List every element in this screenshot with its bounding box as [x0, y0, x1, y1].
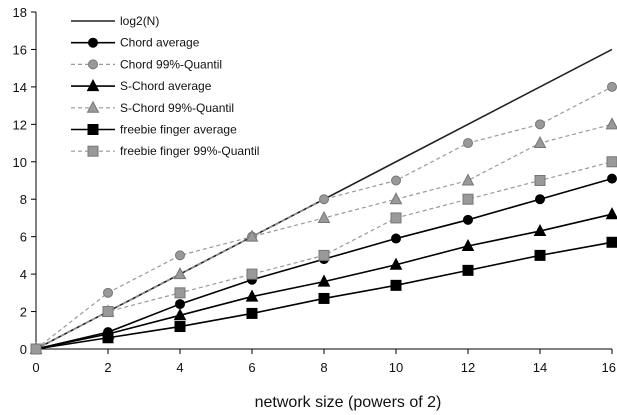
x-tick-label: 0: [32, 360, 39, 375]
data-point: [245, 229, 259, 242]
x-axis-label: network size (powers of 2): [255, 394, 442, 411]
legend-entry: log2(N): [71, 14, 159, 28]
legend-entry: S-Chord 99%-Quantil: [71, 100, 234, 115]
legend-entry: freebie finger 99%-Quantil: [71, 144, 259, 158]
data-point: [318, 292, 330, 304]
y-tick-label: 14: [13, 80, 27, 95]
data-point: [607, 81, 617, 92]
data-point: [173, 267, 187, 280]
axes: 0 2 4 6 8 10 12 14 16 18 0 2 4 6 8 10 12 14 16: [13, 5, 616, 375]
data-point: [246, 268, 258, 280]
data-point: [245, 289, 259, 302]
data-point: [175, 250, 185, 261]
legend-marker: [88, 37, 98, 48]
data-point: [389, 192, 403, 205]
data-point: [319, 194, 329, 205]
data-point: [535, 119, 545, 130]
legend-label: S-Chord average: [120, 79, 212, 93]
x-tick-label: 2: [104, 360, 111, 375]
data-point: [535, 194, 545, 205]
data-point: [175, 299, 185, 310]
legend-label: Chord 99%-Quantil: [120, 57, 222, 71]
y-tick-label: 6: [20, 230, 27, 245]
legend-marker: [86, 100, 100, 113]
data-point: [174, 287, 186, 299]
data-point: [606, 156, 617, 168]
y-tick-label: 8: [20, 192, 27, 207]
data-point: [246, 307, 258, 319]
x-tick-label: 12: [461, 360, 475, 375]
series-6: [30, 156, 617, 355]
data-point: [605, 207, 617, 220]
data-point: [390, 212, 402, 224]
data-point: [461, 238, 475, 252]
series-3: [29, 207, 617, 354]
data-point: [317, 210, 331, 223]
x-tick-label: 10: [389, 360, 403, 375]
series-4: [29, 117, 617, 354]
data-point: [30, 343, 42, 355]
data-point: [102, 332, 114, 344]
data-point: [462, 193, 474, 205]
y-tick-label: 10: [13, 155, 27, 170]
legend-label: S-Chord 99%-Quantil: [120, 101, 234, 115]
legend: log2(N) Chord average Chord 99%-Quantil S-C…: [71, 14, 259, 158]
data-point: [174, 321, 186, 333]
legend-entry: freebie finger average: [71, 123, 237, 137]
data-point: [103, 287, 113, 298]
x-tick-label: 4: [176, 360, 183, 375]
x-tick-label: 14: [533, 360, 547, 375]
legend-marker: [87, 145, 99, 157]
y-tick-label: 2: [20, 305, 27, 320]
data-point: [534, 175, 546, 186]
data-point: [318, 249, 330, 261]
legend-marker: [88, 59, 98, 70]
data-point: [606, 236, 617, 248]
legend-entry: Chord average: [71, 36, 200, 50]
legend-label: log2(N): [120, 14, 159, 28]
data-point: [463, 138, 473, 149]
data-point: [533, 135, 547, 149]
data-point: [391, 175, 401, 186]
x-tick-label: 6: [248, 360, 255, 375]
data-point: [461, 173, 475, 186]
data-point: [462, 264, 474, 276]
data-point: [173, 308, 187, 321]
legend-entry: Chord 99%-Quantil: [71, 57, 222, 71]
data-point: [102, 306, 114, 318]
series-line: [35, 86, 613, 350]
data-point: [534, 249, 546, 261]
data-point: [463, 214, 473, 225]
legend-label: Chord average: [120, 36, 200, 50]
legend-marker: [86, 79, 100, 92]
y-tick-label: 16: [13, 42, 27, 57]
legend-entry: S-Chord average: [71, 79, 212, 93]
data-point: [389, 257, 403, 270]
legend-label: freebie finger 99%-Quantil: [120, 144, 259, 158]
x-tick-label: 8: [320, 360, 327, 375]
data-point: [391, 233, 401, 244]
series-layer: [29, 48, 617, 355]
data-point: [605, 117, 617, 130]
y-tick-label: 0: [20, 342, 27, 357]
data-point: [390, 279, 402, 291]
y-tick-label: 4: [20, 267, 27, 282]
legend-label: freebie finger average: [120, 123, 237, 137]
data-point: [607, 173, 617, 184]
y-tick-label: 12: [13, 117, 27, 132]
data-point: [533, 223, 547, 237]
x-tick-label: 16: [602, 360, 616, 375]
y-tick-label: 18: [13, 5, 27, 20]
data-point: [317, 274, 331, 287]
legend-marker: [87, 124, 99, 135]
